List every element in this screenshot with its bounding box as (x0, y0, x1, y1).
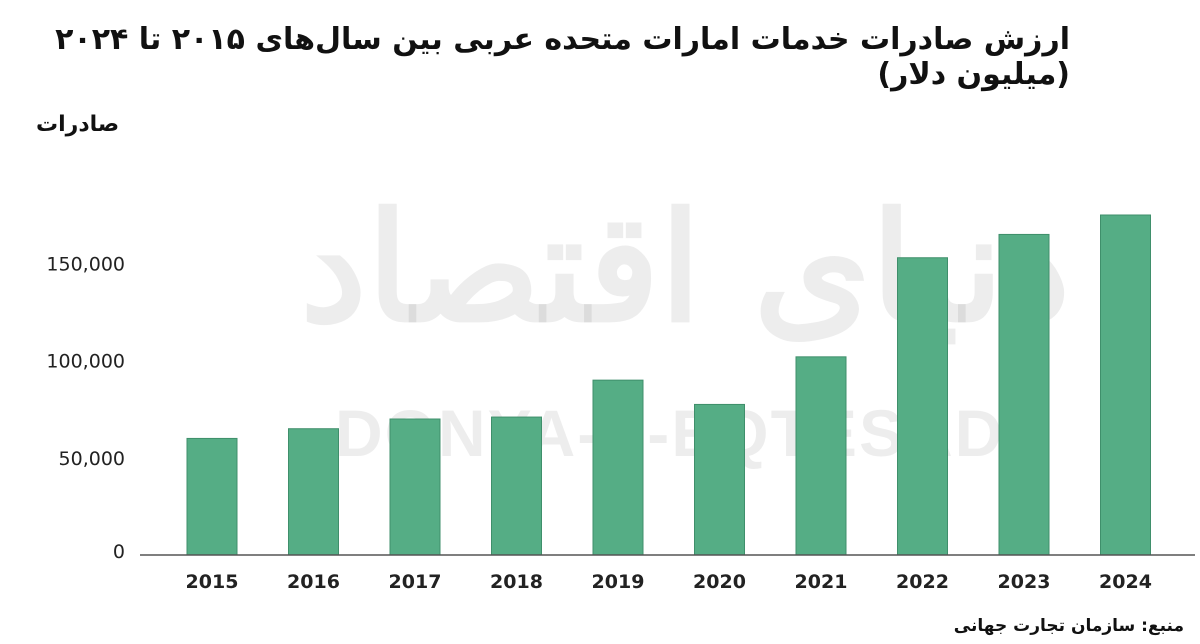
chart-title: ارزش صادرات خدمات امارات متحده عربی بین … (55, 22, 1070, 92)
bar-2016 (288, 428, 339, 556)
y-tick-label: 150,000 (46, 254, 125, 276)
bar-2022 (897, 257, 948, 556)
x-tick-label: 2016 (287, 571, 340, 593)
bar-2015 (186, 437, 238, 556)
bar-2018 (491, 416, 542, 556)
source-note: منبع: سازمان تجارت جهانی (953, 616, 1184, 636)
y-axis-label: صادرات (36, 112, 120, 137)
bar-2017 (389, 418, 441, 556)
x-tick-label: 2022 (896, 571, 949, 593)
bar-2024 (1100, 214, 1151, 556)
bar-2020 (694, 403, 745, 556)
x-tick-label: 2017 (389, 571, 442, 593)
y-axis-ticks: 0 50,000 100,000 150,000 (46, 254, 125, 563)
bar-2023 (998, 233, 1050, 556)
x-axis-ticks: 2015 2016 2017 2018 2019 2020 2021 2022 2023 2024 (186, 571, 1152, 593)
x-tick-label: 2018 (490, 571, 543, 593)
x-tick-label: 2023 (998, 571, 1051, 593)
y-tick-label: 50,000 (59, 448, 125, 470)
y-tick-label: 100,000 (46, 351, 125, 373)
bar-2019 (592, 379, 644, 556)
x-tick-label: 2021 (795, 571, 848, 593)
bar-2021 (795, 356, 847, 556)
x-tick-label: 2020 (693, 571, 746, 593)
x-tick-label: 2015 (186, 571, 239, 593)
bars (186, 214, 1151, 556)
x-tick-label: 2019 (592, 571, 645, 593)
x-tick-label: 2024 (1099, 571, 1152, 593)
y-tick-label: 0 (113, 541, 125, 563)
